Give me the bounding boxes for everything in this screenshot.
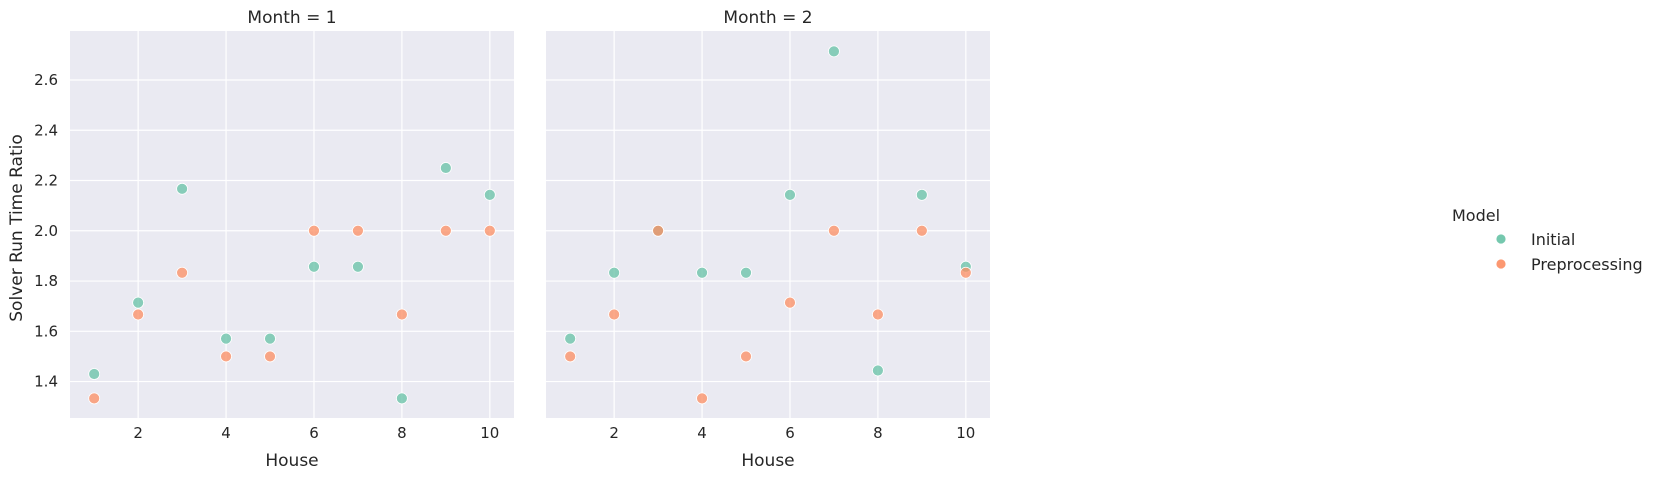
data-point [652,224,664,237]
x-tick-label: 8 [397,424,407,442]
x-axis-label: House [741,451,794,471]
data-point [696,392,708,405]
data-point [220,332,232,345]
data-point [220,350,232,363]
data-point [608,308,621,321]
data-point [308,260,320,273]
data-point [740,266,752,279]
legend-title: Model [1452,206,1500,225]
data-point [915,224,928,237]
panel-title: Month = 1 [247,8,336,28]
legend-label: Preprocessing [1531,255,1643,274]
data-point [439,224,452,237]
x-tick-label: 6 [309,424,319,442]
facet-panel-2: Month = 2 2 4 6 8 10 House [546,8,990,471]
data-point [176,182,188,195]
data-point [828,224,840,237]
data-point [352,224,364,237]
facet-panel-1: Month = 1 2 4 6 8 10 House 1.4 1.6 1.8 2.0 2.2 2.4 2.… [34,8,514,471]
x-tick-label: 4 [697,424,707,442]
data-point [439,162,452,174]
legend-marker [1495,233,1507,245]
y-tick-label: 2.2 [34,172,58,190]
data-point [483,188,496,201]
data-point [915,188,928,201]
x-tick-label: 2 [133,424,143,442]
data-point [608,266,621,279]
data-point [396,308,408,321]
x-axis-label: House [265,451,318,471]
legend-label: Initial [1531,230,1575,249]
data-point [264,350,276,363]
data-point [696,266,708,279]
data-point [784,188,796,201]
x-tick-label: 6 [785,424,795,442]
data-point [483,224,496,237]
data-point [784,296,796,309]
series-preprocessing [88,224,496,405]
data-point [132,308,145,321]
data-point [88,368,101,380]
y-tick-label: 1.6 [34,322,58,340]
data-point [352,260,364,273]
series-preprocessing [564,224,972,405]
x-tick-label: 10 [480,424,499,442]
data-point [264,332,276,345]
x-tick-label: 2 [609,424,619,442]
legend-marker [1495,258,1507,270]
data-point [872,364,884,377]
series-initial [564,45,972,377]
y-tick-label: 2.4 [34,121,58,139]
data-point [88,392,101,405]
data-point [740,350,752,363]
y-tick-label: 1.4 [34,373,58,391]
data-point [308,224,320,237]
legend: Model Initial Preprocessing [1452,206,1643,274]
data-point [959,266,972,279]
data-point [396,392,408,405]
data-point [132,296,145,309]
panel-title: Month = 2 [723,8,812,28]
x-tick-label: 8 [873,424,883,442]
x-tick-label: 4 [221,424,231,442]
y-tick-label: 2.0 [34,222,58,240]
y-tick-label: 1.8 [34,272,58,290]
y-tick-label: 2.6 [34,71,58,89]
plot-background [546,31,990,418]
data-point [564,332,577,345]
plot-background [70,31,514,418]
y-axis-label: Solver Run Time Ratio [7,134,27,321]
data-point [872,308,884,321]
series-initial [88,162,496,405]
data-point [564,350,577,363]
data-point [176,266,188,279]
data-point [828,45,840,58]
x-tick-label: 10 [956,424,975,442]
